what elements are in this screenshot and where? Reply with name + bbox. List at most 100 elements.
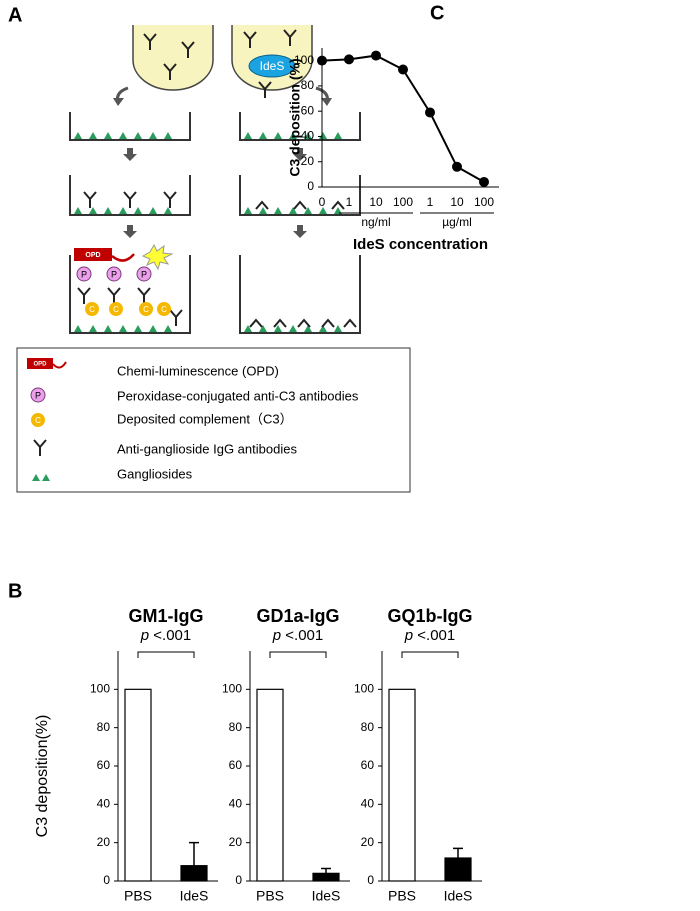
y-tick-label: 0: [307, 179, 314, 193]
y-tick-label: 0: [235, 873, 242, 887]
ganglioside: [134, 325, 142, 332]
legend-label: Gangliosides: [117, 466, 193, 481]
y-tick-label: 0: [103, 873, 110, 887]
ganglioside: [89, 207, 97, 214]
x-tick-label: IdeS: [312, 888, 341, 904]
x-tick-label: PBS: [256, 888, 284, 904]
marker: [479, 176, 489, 187]
ganglioside: [149, 132, 157, 139]
ganglioside: [274, 132, 282, 139]
unit-label: µg/ml: [442, 215, 472, 229]
ganglioside: [104, 207, 112, 214]
complement-icon: [139, 302, 153, 316]
marker: [398, 64, 408, 75]
tube: [132, 25, 214, 91]
y-tick-label: 0: [367, 873, 374, 887]
y-tick-label: 80: [229, 720, 243, 734]
peroxidase-icons: P P P P: [30, 266, 152, 403]
p-symbol: p: [272, 627, 281, 644]
y-tick-label: 80: [97, 720, 111, 734]
y-tick-label: 80: [301, 78, 315, 92]
panel-label: A: [8, 4, 22, 26]
ganglioside: [334, 325, 342, 332]
bar: [180, 865, 208, 882]
light-star: [141, 243, 174, 271]
x-tick-label: IdeS: [444, 888, 473, 904]
error-bar: [189, 841, 199, 866]
significance-bracket: [137, 651, 195, 658]
x-tick-label: PBS: [124, 888, 152, 904]
y-tick-label: 60: [361, 758, 375, 772]
ganglioside: [104, 325, 112, 332]
y-tick-label: 20: [361, 835, 375, 849]
ganglioside: [259, 132, 267, 139]
marker: [317, 55, 327, 66]
ganglioside: [74, 132, 82, 139]
complement-icons: C C C C C: [31, 302, 171, 427]
complement-icon: [31, 413, 45, 427]
y-tick-label: 60: [97, 758, 111, 772]
bar: [124, 688, 152, 882]
complement-mark: C: [113, 305, 119, 314]
ganglioside: [274, 207, 282, 214]
ganglioside: [104, 132, 112, 139]
arrow: [111, 253, 135, 262]
x-axis-label: IdeS concentration: [353, 236, 488, 253]
x-tick-label: 100: [474, 195, 494, 209]
marker: [452, 161, 462, 172]
y-tick-label: 100: [354, 682, 374, 696]
legend-label: Deposited complement（C3）: [117, 411, 293, 426]
y-tick-label: 80: [361, 720, 375, 734]
significance-bracket: [401, 651, 459, 658]
peroxidase-mark: P: [141, 269, 147, 279]
wells: [69, 112, 361, 334]
ganglioside: [149, 207, 157, 214]
ganglioside: [289, 325, 297, 332]
ganglioside: [89, 132, 97, 139]
ganglioside: [119, 207, 127, 214]
p-value: <.001: [285, 627, 323, 644]
marker: [371, 50, 381, 61]
y-tick-label: 20: [229, 835, 243, 849]
ganglioside: [164, 132, 172, 139]
peroxidase-icon: [136, 266, 152, 282]
legend-icon: [27, 358, 53, 369]
marker: [344, 54, 354, 65]
arrow: [113, 98, 124, 106]
unit-label: ng/ml: [361, 215, 390, 229]
legend-icon: [33, 439, 47, 457]
complement-icon: [109, 302, 123, 316]
enzyme-icon: [248, 54, 296, 78]
ganglioside: [134, 207, 142, 214]
ganglioside: [149, 325, 157, 332]
bar: [388, 688, 416, 882]
chart-title: GD1a-IgG: [256, 606, 339, 626]
chart-title: GM1-IgG: [129, 606, 204, 626]
y-tick-label: 60: [229, 758, 243, 772]
down-arrows: [123, 148, 307, 238]
bar: [256, 688, 284, 882]
annotation: p <.001: [404, 627, 455, 644]
error-bar: [321, 867, 331, 874]
ganglioside: [319, 132, 327, 139]
x-tick-label: PBS: [388, 888, 416, 904]
bar: [444, 857, 472, 882]
ganglioside: [74, 207, 82, 214]
complement-mark: C: [143, 305, 149, 314]
chart-title: GQ1b-IgG: [388, 606, 473, 626]
ganglioside: [134, 132, 142, 139]
peroxidase-mark: P: [111, 269, 117, 279]
x-tick-label: 10: [369, 195, 383, 209]
legend-icon: [42, 474, 50, 481]
peroxidase-icon: [76, 266, 92, 282]
ganglioside: [259, 207, 267, 214]
p-value: <.001: [153, 627, 191, 644]
peroxidase-mark: P: [35, 390, 41, 400]
ganglioside: [164, 325, 172, 332]
ganglioside: [244, 207, 252, 214]
ganglioside: [164, 207, 172, 214]
y-tick-label: 40: [361, 797, 375, 811]
p-symbol: p: [140, 627, 149, 644]
peroxidase-icon: [30, 387, 46, 403]
legend-label: Peroxidase-conjugated anti-C3 antibodies: [117, 388, 359, 403]
